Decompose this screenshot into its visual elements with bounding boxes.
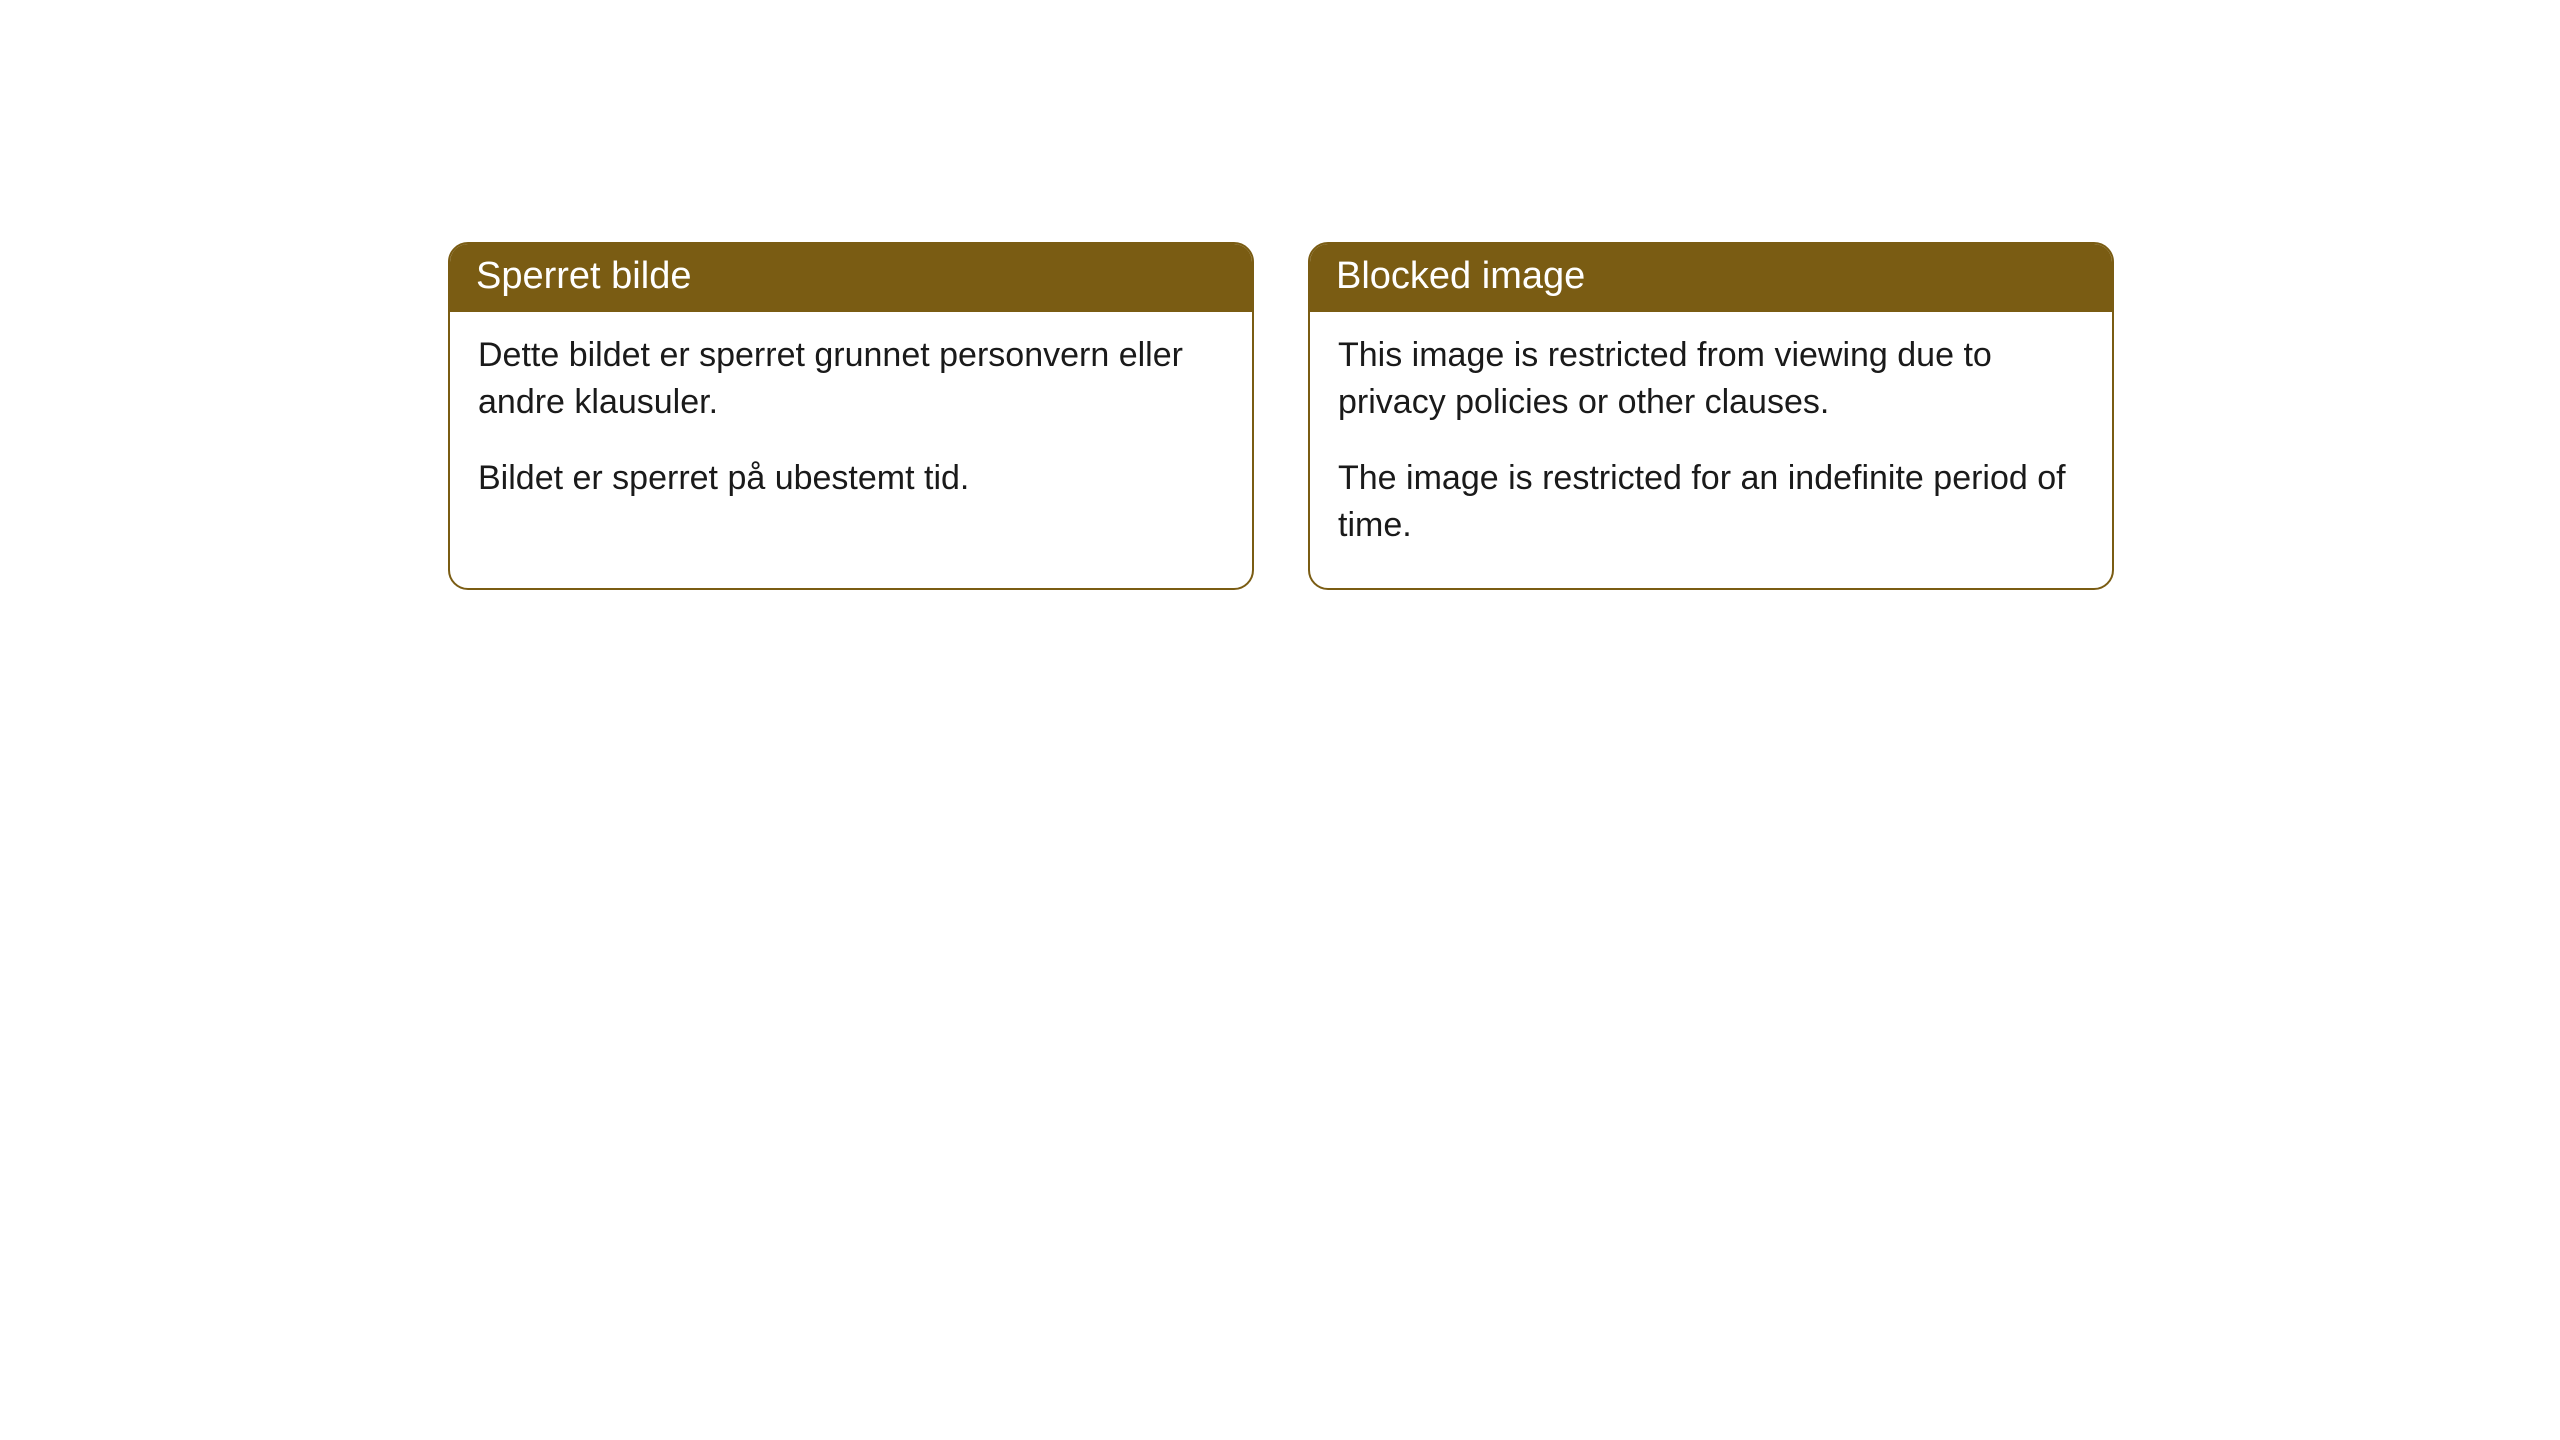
notice-header: Blocked image: [1310, 244, 2112, 312]
notice-container: Sperret bilde Dette bildet er sperret gr…: [0, 0, 2560, 590]
notice-text-line2: The image is restricted for an indefinit…: [1338, 455, 2084, 550]
notice-card-norwegian: Sperret bilde Dette bildet er sperret gr…: [448, 242, 1254, 590]
notice-text-line1: This image is restricted from viewing du…: [1338, 332, 2084, 427]
notice-card-english: Blocked image This image is restricted f…: [1308, 242, 2114, 590]
notice-header: Sperret bilde: [450, 244, 1252, 312]
notice-body: Dette bildet er sperret grunnet personve…: [450, 312, 1252, 541]
notice-text-line1: Dette bildet er sperret grunnet personve…: [478, 332, 1224, 427]
notice-text-line2: Bildet er sperret på ubestemt tid.: [478, 455, 1224, 503]
notice-body: This image is restricted from viewing du…: [1310, 312, 2112, 588]
